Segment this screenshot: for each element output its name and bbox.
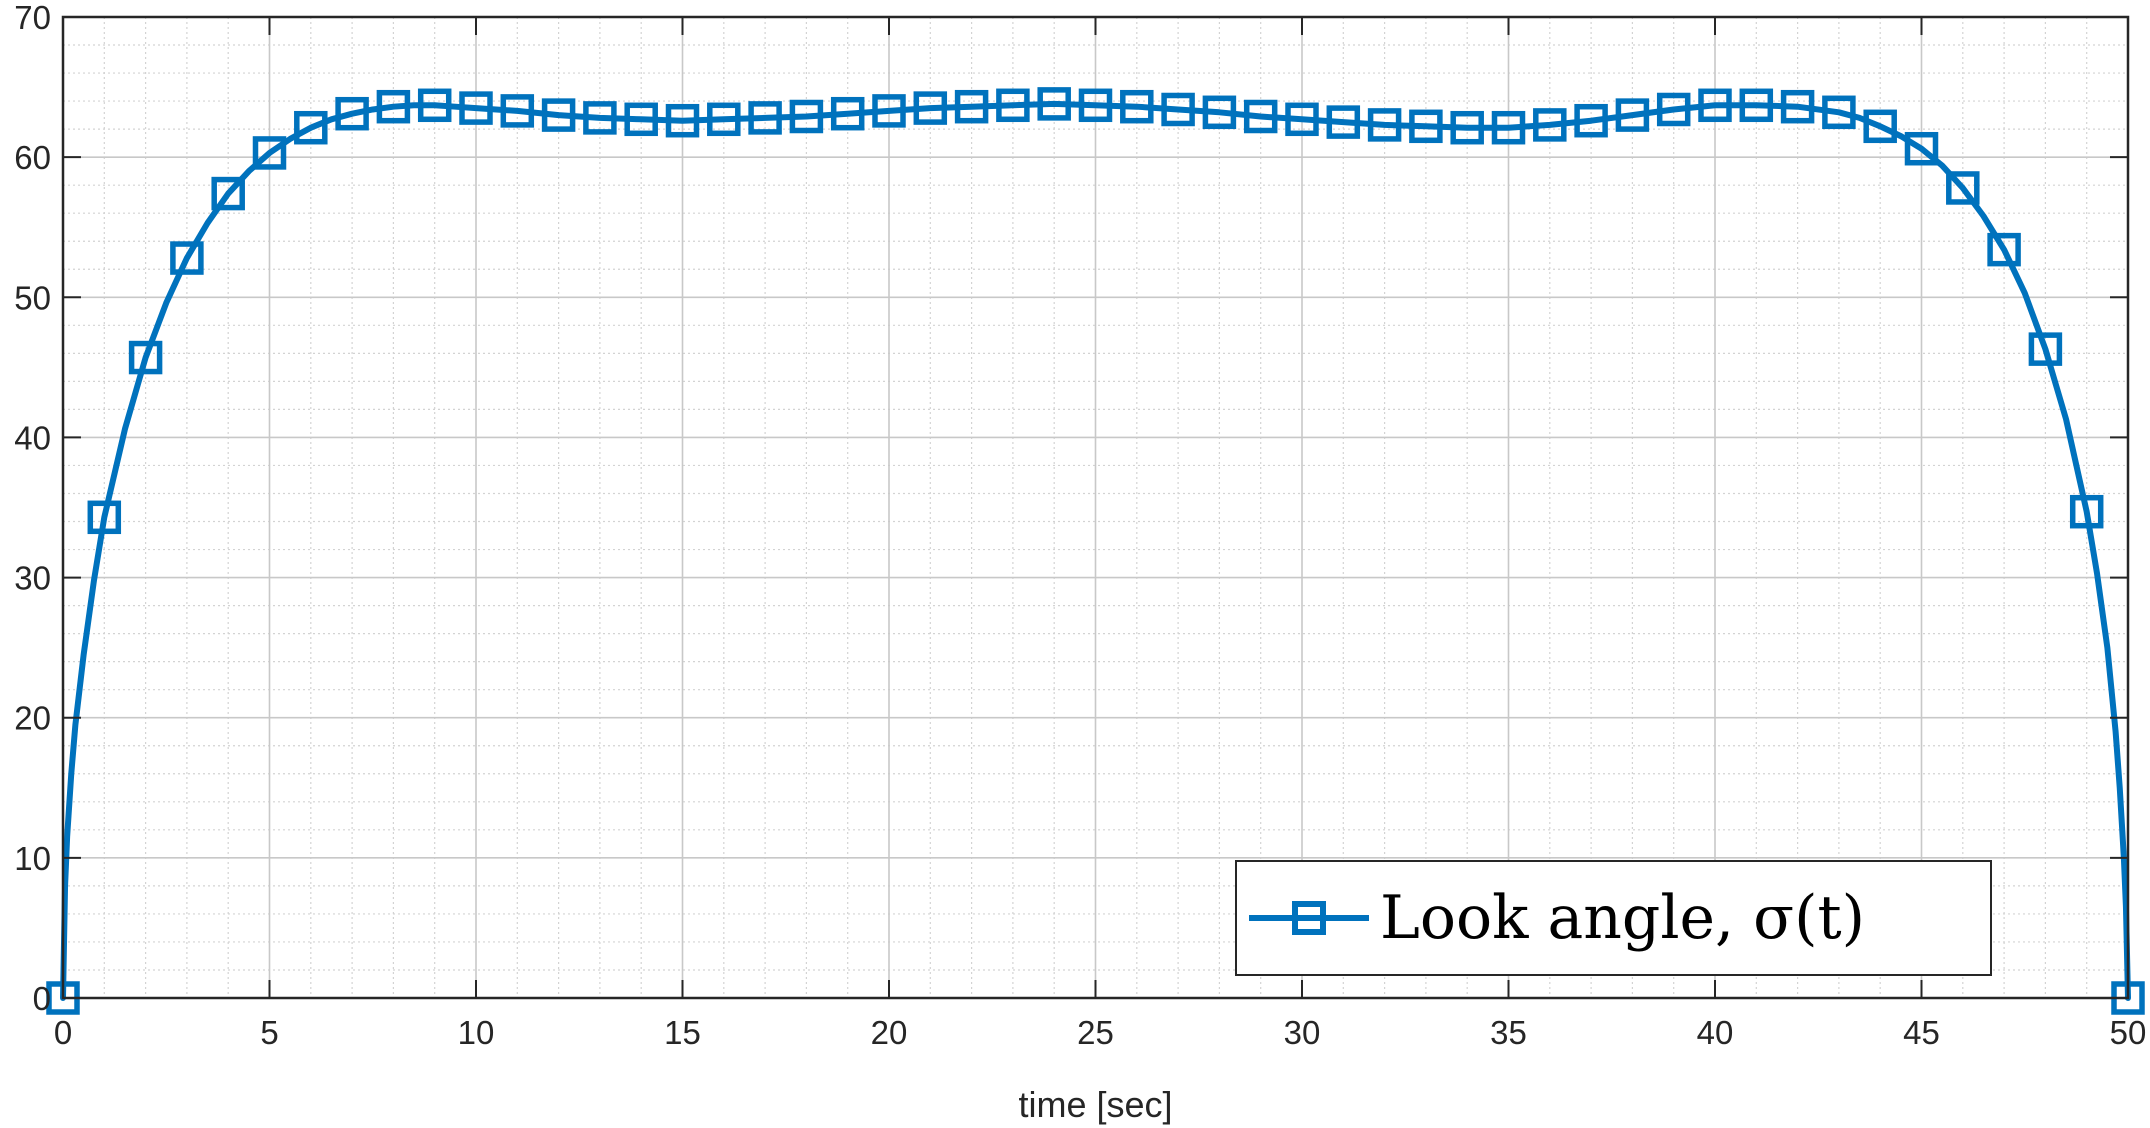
x-tick-label: 45 — [1903, 1014, 1940, 1051]
data-point-marker — [417, 88, 452, 123]
data-point-marker — [830, 96, 865, 131]
data-point-marker — [294, 110, 328, 145]
legend-label: Look angle, σ(t) — [1380, 883, 1865, 953]
data-point-marker — [170, 241, 204, 275]
x-tick-label: 25 — [1077, 1014, 1114, 1051]
y-tick-label: 60 — [14, 139, 51, 176]
tick-marks — [62, 16, 2129, 999]
x-tick-labels: 0 5 10 15 20 25 30 35 40 45 50 — [54, 1014, 2147, 1051]
y-tick-label: 70 — [14, 0, 51, 36]
data-point-marker — [1409, 109, 1443, 144]
data-point-marker — [459, 91, 493, 125]
data-point-marker — [128, 340, 163, 375]
data-point-marker — [376, 89, 411, 124]
x-tick-label: 30 — [1284, 1014, 1321, 1051]
y-tick-label: 10 — [14, 840, 51, 877]
data-point-marker — [954, 89, 989, 124]
data-point-marker — [1120, 89, 1154, 124]
data-point-marker — [1946, 171, 1980, 205]
y-tick-label: 50 — [14, 279, 51, 316]
data-point-marker — [1078, 88, 1113, 123]
data-point-marker — [1987, 232, 2021, 267]
data-point-marker — [1326, 105, 1361, 139]
series-line — [60, 100, 2131, 1001]
data-point-marker — [211, 176, 245, 211]
legend-marker-sample — [1292, 901, 1326, 935]
x-tick-label: 20 — [871, 1014, 908, 1051]
data-point-marker — [624, 102, 658, 137]
data-point-marker — [789, 99, 824, 134]
data-point-marker — [1285, 102, 1319, 137]
data-point-marker — [1450, 110, 1484, 145]
data-point-marker — [252, 136, 287, 170]
x-tick-label: 50 — [2110, 1014, 2147, 1051]
data-point-marker — [1037, 87, 1071, 121]
x-tick-label: 15 — [664, 1014, 701, 1051]
data-point-marker — [1780, 89, 1815, 124]
data-point-marker — [665, 103, 700, 138]
data-point-marker — [541, 98, 576, 132]
data-point-marker — [1243, 99, 1278, 134]
data-point-marker — [335, 96, 369, 131]
data-point-marker — [1656, 92, 1691, 127]
data-point-marker — [1533, 108, 1567, 142]
data-point-marker — [87, 500, 122, 535]
data-point-marker — [2069, 494, 2104, 529]
data-point-marker — [996, 88, 1030, 123]
x-tick-label: 40 — [1697, 1014, 1734, 1051]
data-point-marker — [913, 91, 948, 125]
series-layer — [46, 87, 2145, 1015]
data-point-marker — [1161, 92, 1195, 127]
data-point-marker — [1739, 88, 1774, 123]
data-point-marker — [1698, 88, 1732, 123]
data-point-marker — [1615, 98, 1650, 132]
data-point-marker — [1367, 108, 1402, 142]
data-point-marker — [1574, 103, 1608, 138]
data-point-marker — [1863, 109, 1897, 144]
data-point-marker — [1202, 95, 1237, 130]
y-tick-label: 20 — [14, 700, 51, 737]
y-tick-labels: 0 10 20 30 40 50 60 70 — [14, 0, 51, 1017]
data-point-marker — [707, 102, 741, 137]
data-point-marker — [1491, 110, 1526, 145]
x-tick-label: 0 — [54, 1014, 72, 1051]
data-point-marker — [1904, 131, 1939, 166]
x-axis-title: time [sec] — [1018, 1084, 1172, 1125]
data-point-marker — [500, 94, 535, 128]
y-tick-label: 40 — [14, 419, 51, 456]
data-point-marker — [583, 101, 617, 135]
y-tick-label: 0 — [33, 980, 51, 1017]
data-point-marker — [1822, 95, 1856, 130]
data-point-marker — [872, 94, 906, 128]
x-tick-label: 5 — [260, 1014, 278, 1051]
data-point-marker — [748, 101, 782, 135]
x-tick-label: 35 — [1490, 1014, 1527, 1051]
data-point-marker — [2028, 332, 2063, 366]
x-tick-label: 10 — [458, 1014, 495, 1051]
y-tick-label: 30 — [14, 560, 51, 597]
legend: Look angle, σ(t) — [1235, 860, 1992, 976]
